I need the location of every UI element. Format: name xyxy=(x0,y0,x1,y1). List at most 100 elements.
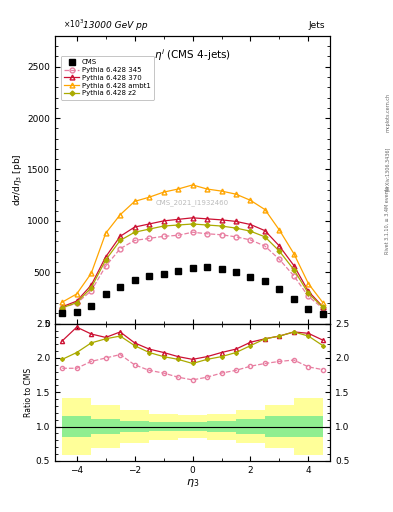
CMS xyxy=(219,266,224,272)
Pythia 6.428 z2 xyxy=(248,228,253,234)
Pythia 6.428 z2 xyxy=(132,229,137,236)
Pythia 6.428 z2 xyxy=(147,226,151,232)
Pythia 6.428 z2 xyxy=(103,257,108,263)
Pythia 6.428 z2 xyxy=(219,223,224,229)
CMS xyxy=(205,264,209,270)
CMS xyxy=(190,265,195,271)
Pythia 6.428 345 xyxy=(89,288,94,294)
Pythia 6.428 ambt1 xyxy=(74,291,79,297)
Pythia 6.428 z2 xyxy=(306,290,311,296)
Pythia 6.428 370 xyxy=(132,224,137,230)
Pythia 6.428 z2 xyxy=(321,304,325,310)
Text: [arXiv:1306.3436]: [arXiv:1306.3436] xyxy=(385,147,390,191)
Pythia 6.428 345 xyxy=(132,238,137,244)
Pythia 6.428 345 xyxy=(263,243,267,249)
Pythia 6.428 345 xyxy=(176,232,180,239)
Pythia 6.428 345 xyxy=(190,229,195,236)
Pythia 6.428 345 xyxy=(205,231,209,237)
Pythia 6.428 370 xyxy=(263,228,267,234)
CMS xyxy=(248,274,253,280)
Pythia 6.428 370 xyxy=(74,298,79,304)
Pythia 6.428 370 xyxy=(205,216,209,222)
Pythia 6.428 z2 xyxy=(190,221,195,227)
Pythia 6.428 370 xyxy=(147,221,151,227)
Line: Pythia 6.428 ambt1: Pythia 6.428 ambt1 xyxy=(60,182,325,305)
CMS xyxy=(118,284,123,290)
Line: Pythia 6.428 370: Pythia 6.428 370 xyxy=(60,216,325,309)
Pythia 6.428 z2 xyxy=(74,300,79,306)
Pythia 6.428 ambt1 xyxy=(161,189,166,195)
Pythia 6.428 ambt1 xyxy=(277,227,282,233)
Pythia 6.428 z2 xyxy=(234,225,239,231)
Pythia 6.428 345 xyxy=(277,257,282,263)
Pythia 6.428 ambt1 xyxy=(234,191,239,197)
Y-axis label: d$\sigma$/d$\eta_3$ [pb]: d$\sigma$/d$\eta_3$ [pb] xyxy=(11,154,24,206)
Pythia 6.428 ambt1 xyxy=(190,182,195,188)
Pythia 6.428 ambt1 xyxy=(321,300,325,306)
Pythia 6.428 370 xyxy=(234,218,239,224)
Line: Pythia 6.428 z2: Pythia 6.428 z2 xyxy=(61,222,325,310)
Pythia 6.428 ambt1 xyxy=(219,188,224,194)
Pythia 6.428 ambt1 xyxy=(60,299,64,305)
Pythia 6.428 ambt1 xyxy=(118,211,123,218)
Pythia 6.428 345 xyxy=(147,236,151,242)
Pythia 6.428 370 xyxy=(277,243,282,249)
CMS xyxy=(60,310,64,316)
Pythia 6.428 345 xyxy=(234,234,239,240)
Text: Rivet 3.1.10, ≥ 3.4M events: Rivet 3.1.10, ≥ 3.4M events xyxy=(385,186,390,254)
Y-axis label: Ratio to CMS: Ratio to CMS xyxy=(24,368,33,417)
CMS xyxy=(306,306,311,312)
CMS xyxy=(321,311,325,317)
Pythia 6.428 370 xyxy=(321,304,325,310)
Pythia 6.428 345 xyxy=(103,263,108,269)
Pythia 6.428 345 xyxy=(306,293,311,300)
CMS xyxy=(263,278,267,284)
Pythia 6.428 345 xyxy=(161,233,166,240)
Pythia 6.428 345 xyxy=(321,305,325,311)
Line: CMS: CMS xyxy=(59,264,326,317)
Pythia 6.428 370 xyxy=(219,217,224,223)
CMS xyxy=(176,268,180,274)
Pythia 6.428 345 xyxy=(292,273,296,279)
Text: $\eta^i$ (CMS 4-jets): $\eta^i$ (CMS 4-jets) xyxy=(154,47,231,63)
Pythia 6.428 ambt1 xyxy=(263,206,267,212)
Pythia 6.428 ambt1 xyxy=(132,198,137,204)
Pythia 6.428 345 xyxy=(219,232,224,238)
CMS xyxy=(132,276,137,283)
Pythia 6.428 ambt1 xyxy=(147,194,151,200)
Pythia 6.428 z2 xyxy=(205,222,209,228)
Line: Pythia 6.428 345: Pythia 6.428 345 xyxy=(60,230,325,311)
Pythia 6.428 370 xyxy=(89,282,94,288)
Pythia 6.428 345 xyxy=(74,300,79,306)
Pythia 6.428 345 xyxy=(248,237,253,243)
Pythia 6.428 370 xyxy=(103,254,108,260)
Pythia 6.428 ambt1 xyxy=(176,186,180,192)
Pythia 6.428 370 xyxy=(306,288,311,294)
Pythia 6.428 z2 xyxy=(292,267,296,273)
Pythia 6.428 370 xyxy=(190,215,195,221)
Pythia 6.428 z2 xyxy=(60,305,64,311)
CMS xyxy=(103,291,108,297)
Text: $\times10^3$: $\times10^3$ xyxy=(63,18,84,30)
Pythia 6.428 z2 xyxy=(118,238,123,244)
Pythia 6.428 370 xyxy=(176,216,180,222)
Pythia 6.428 ambt1 xyxy=(205,186,209,192)
Text: mcplots.cern.ch: mcplots.cern.ch xyxy=(385,93,390,132)
Pythia 6.428 ambt1 xyxy=(103,230,108,237)
Pythia 6.428 z2 xyxy=(161,223,166,229)
CMS xyxy=(74,309,79,315)
Pythia 6.428 370 xyxy=(60,304,64,310)
Text: Jets: Jets xyxy=(308,21,325,30)
Pythia 6.428 ambt1 xyxy=(248,197,253,203)
CMS xyxy=(89,303,94,309)
Pythia 6.428 z2 xyxy=(176,222,180,228)
CMS xyxy=(277,286,282,292)
X-axis label: $\eta_3$: $\eta_3$ xyxy=(186,477,199,489)
Pythia 6.428 345 xyxy=(118,246,123,252)
Pythia 6.428 z2 xyxy=(263,234,267,240)
Pythia 6.428 370 xyxy=(118,233,123,240)
Pythia 6.428 z2 xyxy=(277,248,282,254)
Text: 13000 GeV pp: 13000 GeV pp xyxy=(83,21,147,30)
Pythia 6.428 ambt1 xyxy=(306,281,311,287)
Text: CMS_2021_I1932460: CMS_2021_I1932460 xyxy=(156,200,229,206)
